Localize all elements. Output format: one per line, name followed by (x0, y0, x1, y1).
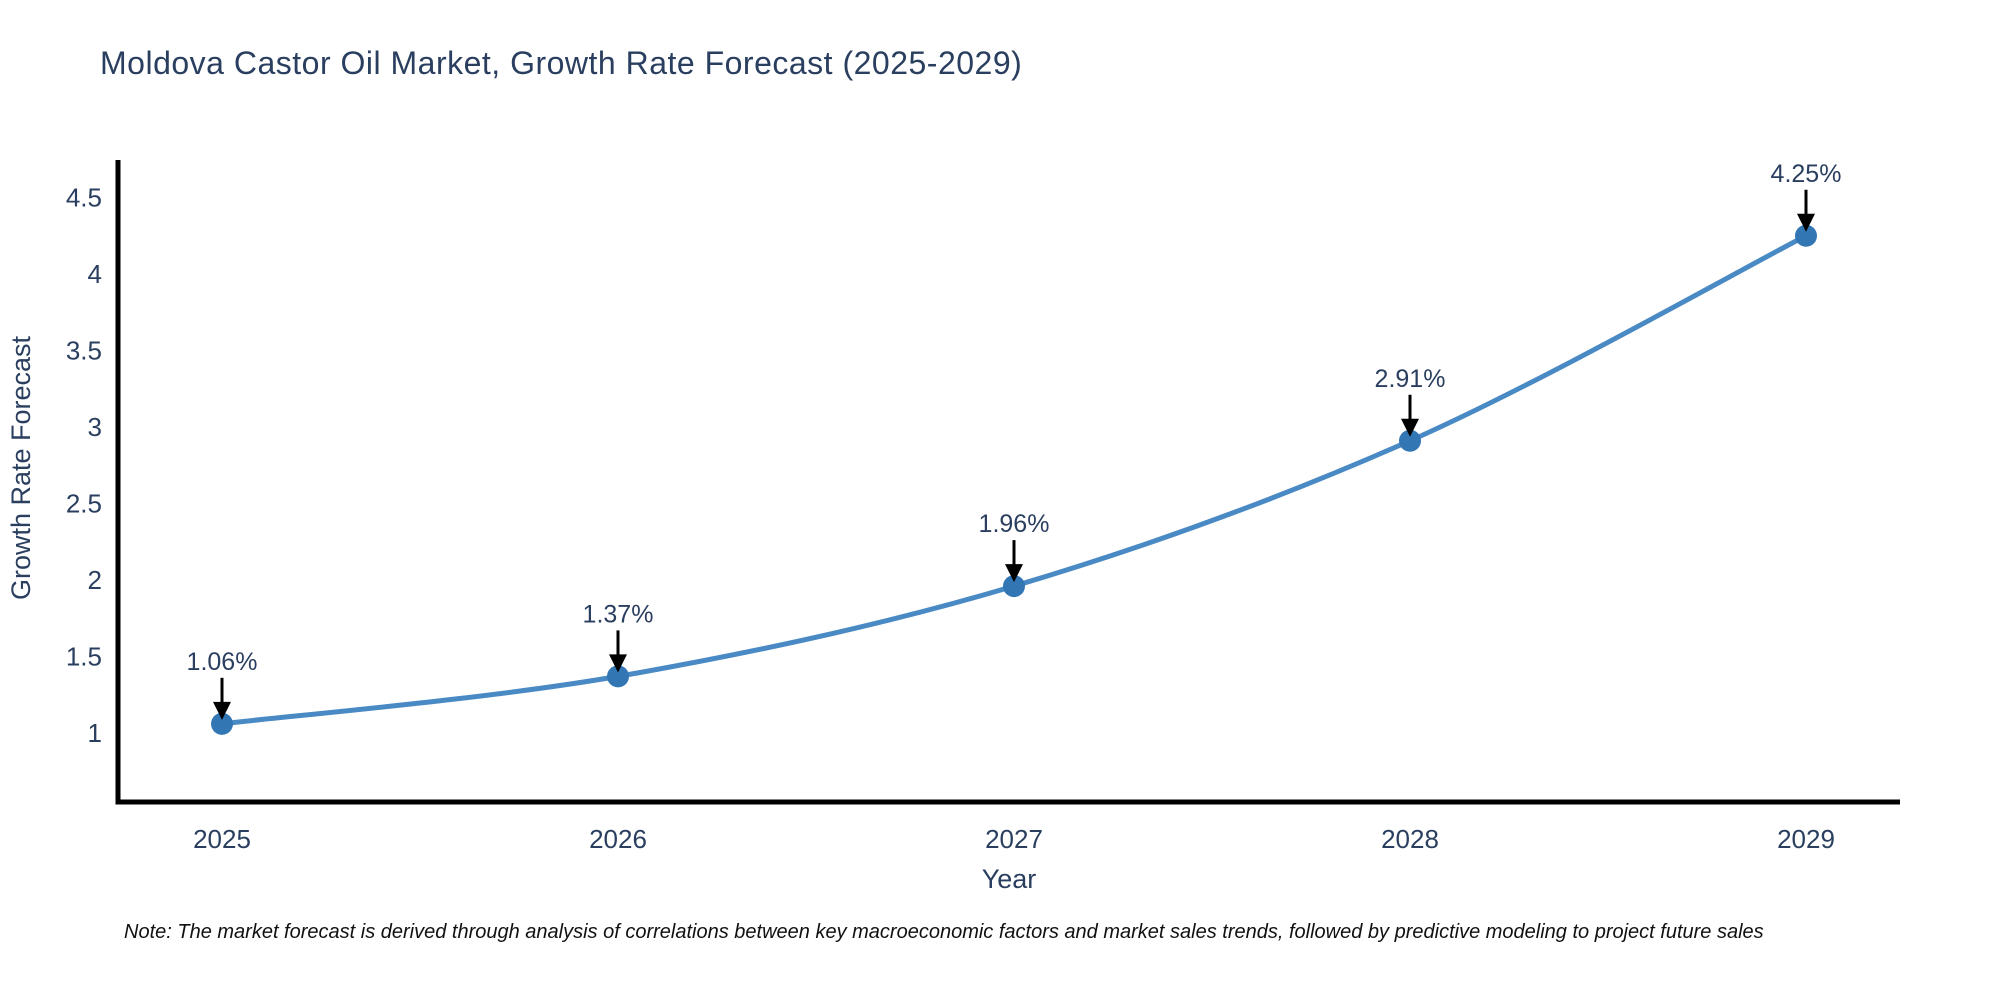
y-tick-label: 4 (88, 259, 102, 289)
annotation-arrow-head (609, 654, 627, 673)
x-tick-label: 2028 (1381, 824, 1439, 854)
x-axis-title: Year (982, 864, 1037, 894)
footnote: Note: The market forecast is derived thr… (124, 921, 1764, 943)
y-tick-label: 3 (88, 412, 102, 442)
point-value-label: 2.91% (1375, 365, 1446, 393)
point-value-label: 4.25% (1771, 160, 1842, 188)
y-tick-label: 4.5 (66, 183, 102, 213)
y-tick-label: 3.5 (66, 336, 102, 366)
point-value-label: 1.06% (187, 648, 258, 676)
generated-chart-layer: 1 1.5 2 2.5 3 3.5 4 4.5 2025 2026 2027 2028 2029 1.06… (66, 160, 1900, 854)
y-tick-label: 2.5 (66, 489, 102, 519)
x-tick-label: 2026 (589, 824, 647, 854)
annotation-arrow-head (1401, 418, 1419, 437)
forecast-line (219, 233, 1809, 727)
y-tick-label: 2 (88, 565, 102, 595)
x-tick-label: 2029 (1777, 824, 1835, 854)
y-axis-title: Growth Rate Forecast (6, 335, 36, 600)
data-point-marker (1003, 575, 1025, 598)
x-tick-label: 2027 (985, 824, 1043, 854)
data-point-marker (1399, 429, 1421, 452)
point-value-label: 1.37% (583, 600, 654, 628)
data-point-marker (211, 712, 233, 735)
annotation-arrow-head (1005, 564, 1023, 583)
y-tick-label: 1 (88, 718, 102, 748)
chart-title: Moldova Castor Oil Market, Growth Rate F… (100, 45, 1023, 81)
annotation-arrow-head (1797, 213, 1815, 232)
y-tick-label: 1.5 (66, 642, 102, 672)
x-tick-label: 2025 (193, 824, 251, 854)
data-point-marker (607, 665, 629, 688)
data-point-marker (1795, 224, 1817, 247)
annotation-arrow-head (213, 701, 231, 720)
point-value-label: 1.96% (979, 510, 1050, 538)
